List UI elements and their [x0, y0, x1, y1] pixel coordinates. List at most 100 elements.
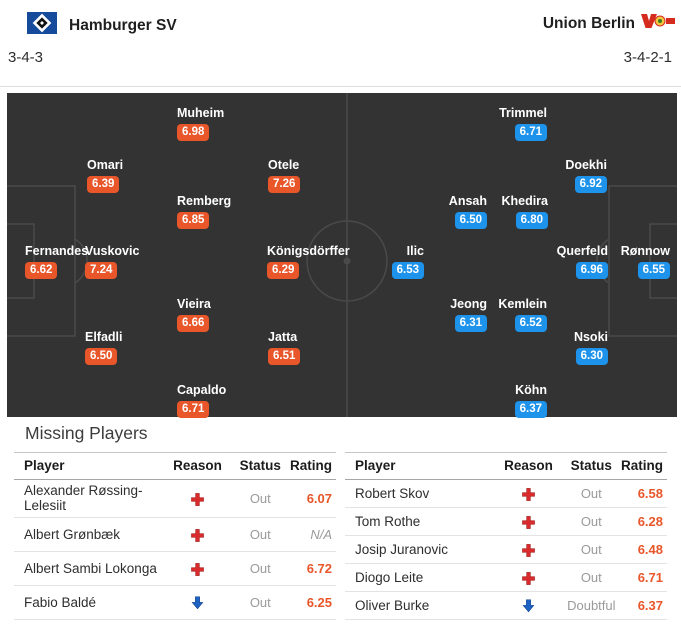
- away-team-header[interactable]: Union Berlin: [543, 12, 676, 35]
- pitch-player-köhn[interactable]: Köhn 6.37: [514, 383, 547, 418]
- injury-icon: [493, 479, 564, 508]
- player-rating-badge: 6.80: [515, 212, 548, 229]
- player-name: Muheim: [177, 106, 225, 120]
- pitch-player-khedira[interactable]: Khedira 6.80: [501, 195, 548, 229]
- pitch-player-elfadli[interactable]: Elfadli 6.50: [85, 331, 123, 365]
- player-rating-badge: 6.96: [575, 262, 608, 279]
- player-rating-badge: 6.55: [637, 262, 670, 279]
- player-name: Jatta: [268, 330, 298, 344]
- pitch-player-jatta[interactable]: Jatta 6.51: [268, 330, 301, 365]
- player-name: Vuskovic: [85, 244, 140, 258]
- missing-player-row: Tom Rothe Out 6.28: [345, 507, 667, 536]
- player-name: Elfadli: [85, 330, 123, 344]
- column-header-reason: Reason: [162, 452, 233, 480]
- injury-icon: [162, 517, 233, 552]
- player-rating-badge: 6.98: [177, 124, 210, 141]
- pitch-player-fernandes[interactable]: Fernandes 6.62: [25, 245, 88, 279]
- pitch-player-ansah[interactable]: Ansah 6.50: [449, 195, 487, 229]
- away-formation: 3-4-2-1: [623, 49, 672, 66]
- column-header-status: Status: [232, 452, 288, 480]
- pitch-player-nsoki[interactable]: Nsoki 6.30: [574, 331, 608, 365]
- pitch-player-ilic[interactable]: Ilic 6.53: [391, 245, 424, 279]
- pitch-player-muheim[interactable]: Muheim 6.98: [177, 107, 224, 141]
- injury-icon: [493, 563, 564, 592]
- away-missing-players-table: Player Reason Status Rating Robert Skov Out 6.…: [345, 452, 667, 620]
- column-header-status: Status: [563, 452, 619, 480]
- injury-icon: [493, 535, 564, 564]
- missing-player-row: Josip Juranovic Out 6.48: [345, 535, 667, 564]
- home-missing-players-table: Player Reason Status Rating Alexander Røssin…: [14, 452, 336, 621]
- player-name: Khedira: [501, 194, 548, 208]
- status-value: Out: [232, 479, 288, 518]
- player-name: Querfeld: [556, 244, 608, 258]
- player-rating-badge: 6.85: [177, 212, 210, 229]
- home-formation: 3-4-3: [8, 49, 44, 66]
- rating-value: 6.28: [618, 507, 667, 536]
- pitch-player-omari[interactable]: Omari 6.39: [87, 159, 123, 193]
- missing-player-name: Alexander Røssing-Lelesiit: [14, 479, 163, 518]
- table-header-row: Player Reason Status Rating: [345, 452, 667, 480]
- missing-player-name: Albert Sambi Lokonga: [14, 551, 163, 586]
- missing-player-row: Albert Sambi Lokonga Out 6.72: [14, 551, 336, 586]
- player-rating-badge: 6.51: [268, 348, 301, 365]
- player-name: Jeong: [450, 297, 487, 311]
- rating-value: 6.07: [287, 479, 336, 518]
- missing-player-row: Robert Skov Out 6.58: [345, 479, 667, 508]
- player-name: Doekhi: [565, 158, 607, 172]
- player-name: Ansah: [448, 194, 487, 208]
- pitch-player-doekhi[interactable]: Doekhi 6.92: [565, 159, 607, 193]
- injury-icon: [162, 479, 233, 518]
- pitch-player-kemlein[interactable]: Kemlein 6.52: [498, 298, 547, 332]
- player-name: Otele: [268, 158, 300, 172]
- column-header-reason: Reason: [493, 452, 564, 480]
- status-value: Out: [563, 479, 619, 508]
- missing-player-row: Oliver Burke Doubtful 6.37: [345, 591, 667, 620]
- player-name: Capaldo: [177, 383, 227, 397]
- table-header-row: Player Reason Status Rating: [14, 452, 336, 480]
- pitch-player-königsdörffer[interactable]: Königsdörffer 6.29: [267, 245, 350, 279]
- player-rating-badge: 6.29: [267, 262, 300, 279]
- rating-value: 6.72: [287, 551, 336, 586]
- player-name: Trimmel: [499, 106, 547, 120]
- player-rating-badge: 6.92: [574, 176, 607, 193]
- home-team-name: Hamburger SV: [69, 16, 177, 34]
- status-value: Out: [563, 507, 619, 536]
- player-rating-badge: 6.30: [575, 348, 608, 365]
- rating-value: 6.48: [618, 535, 667, 564]
- pitch-player-otele[interactable]: Otele 7.26: [268, 158, 301, 193]
- player-name: Remberg: [177, 194, 232, 208]
- player-rating-badge: 6.31: [454, 315, 487, 332]
- pitch-player-querfeld[interactable]: Querfeld 6.96: [557, 245, 608, 279]
- home-team-header[interactable]: Hamburger SV: [27, 12, 177, 39]
- pitch-player-vieira[interactable]: Vieira 6.66: [177, 298, 211, 332]
- player-rating-badge: 6.53: [391, 262, 424, 279]
- pitch-player-vuskovic[interactable]: Vuskovic 7.24: [85, 245, 139, 279]
- player-rating-badge: 6.37: [514, 401, 547, 418]
- rating-value: N/A: [287, 517, 336, 552]
- player-rating-badge: 6.50: [454, 212, 487, 229]
- column-header-rating: Rating: [618, 452, 667, 480]
- player-rating-badge: 6.62: [25, 262, 58, 279]
- player-rating-badge: 7.24: [85, 262, 118, 279]
- pitch-player-trimmel[interactable]: Trimmel 6.71: [499, 107, 547, 141]
- pitch-player-remberg[interactable]: Remberg 6.85: [177, 195, 231, 229]
- rating-value: 6.58: [618, 479, 667, 508]
- player-name: Köhn: [515, 383, 547, 397]
- status-value: Out: [563, 535, 619, 564]
- player-name: Königsdörffer: [267, 244, 350, 258]
- missing-player-name: Fabio Baldé: [14, 585, 163, 621]
- pitch-player-capaldo[interactable]: Capaldo 6.71: [177, 384, 226, 418]
- player-rating-badge: 6.39: [87, 176, 120, 193]
- missing-player-row: Albert Grønbæk Out N/A: [14, 517, 336, 552]
- player-name: Rønnow: [620, 244, 670, 258]
- pitch-player-rønnow[interactable]: Rønnow 6.55: [621, 245, 670, 279]
- player-rating-badge: 7.26: [268, 176, 301, 193]
- player-rating-badge: 6.71: [177, 401, 210, 418]
- rating-value: 6.25: [287, 585, 336, 621]
- player-name: Nsoki: [573, 330, 608, 344]
- pitch-player-jeong[interactable]: Jeong 6.31: [450, 298, 487, 332]
- status-value: Out: [232, 585, 288, 621]
- status-value: Out: [232, 551, 288, 586]
- missing-player-name: Oliver Burke: [345, 591, 494, 620]
